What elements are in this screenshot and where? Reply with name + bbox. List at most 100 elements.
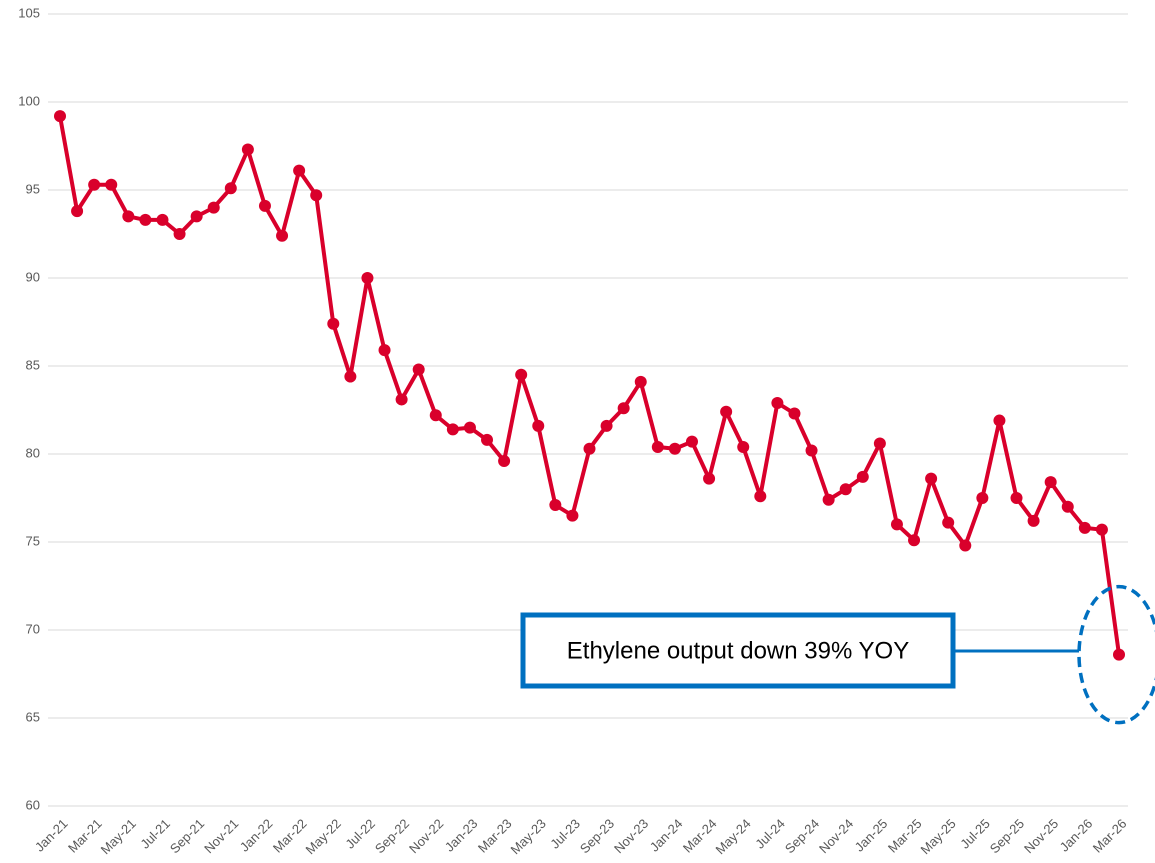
data-point xyxy=(856,470,869,483)
data-point xyxy=(344,370,357,383)
data-point xyxy=(241,143,254,156)
data-point xyxy=(617,402,630,415)
data-point xyxy=(173,228,186,240)
x-tick-label: Nov-21 xyxy=(201,816,241,856)
y-tick-label: 75 xyxy=(26,533,40,548)
data-point xyxy=(993,414,1006,427)
data-point xyxy=(378,344,391,357)
data-point xyxy=(685,435,698,448)
data-point xyxy=(532,419,545,432)
data-point xyxy=(549,499,562,512)
data-point xyxy=(429,409,442,422)
x-tick-label: Sep-25 xyxy=(987,816,1027,856)
x-tick-label: Sep-24 xyxy=(782,816,822,856)
y-tick-label: 70 xyxy=(26,621,40,636)
data-point xyxy=(976,492,989,504)
data-point xyxy=(190,210,203,223)
x-tick-label: May-25 xyxy=(917,816,958,857)
highlight-ellipse xyxy=(1077,584,1155,725)
data-point xyxy=(1078,521,1091,534)
x-tick-label: Jan-22 xyxy=(237,816,276,855)
data-point xyxy=(310,189,323,202)
x-tick-label: Mar-21 xyxy=(65,816,105,856)
data-point xyxy=(71,205,84,218)
data-point xyxy=(395,393,408,406)
data-point xyxy=(498,455,511,468)
data-point xyxy=(1095,523,1108,536)
annotation-text: Ethylene output down 39% YOY xyxy=(567,637,909,664)
y-tick-label: 100 xyxy=(18,93,40,108)
data-point xyxy=(224,182,237,195)
x-tick-label: Nov-23 xyxy=(611,816,651,856)
data-point xyxy=(822,493,835,506)
x-tick-label: Mar-25 xyxy=(885,816,925,856)
x-tick-label: May-24 xyxy=(713,816,754,857)
labels: 60 65 70 75 80 85 90 95 100 105 Jan-21Mar-21May-21… xyxy=(18,5,1129,857)
data-point xyxy=(105,178,118,191)
data-point xyxy=(566,509,579,522)
data-point xyxy=(1010,492,1023,504)
annotation-box xyxy=(520,612,956,689)
data-point xyxy=(668,442,681,455)
data-point xyxy=(481,433,494,446)
x-tick-label: May-22 xyxy=(303,816,344,857)
data-point xyxy=(293,164,306,177)
y-tick-label: 65 xyxy=(26,709,40,724)
data-point xyxy=(805,444,818,457)
data-point xyxy=(600,419,613,432)
x-tick-label: Mar-22 xyxy=(270,816,310,856)
data-point xyxy=(703,472,716,485)
marks xyxy=(54,110,1125,661)
data-point xyxy=(446,423,459,436)
y-tick-label: 60 xyxy=(26,797,40,812)
x-tick-label: Jan-21 xyxy=(32,816,71,855)
data-point xyxy=(890,518,903,531)
x-tick-label: Nov-24 xyxy=(816,816,856,856)
x-tick-label: Sep-21 xyxy=(167,816,207,856)
x-tick-label: May-21 xyxy=(98,816,139,857)
x-tick-label: Jan-26 xyxy=(1057,816,1096,855)
data-point xyxy=(1044,476,1057,489)
data-point xyxy=(412,363,425,376)
annotation: Ethylene output down 39% YOY xyxy=(520,584,1155,725)
data-point xyxy=(88,178,101,191)
data-point xyxy=(925,472,938,485)
data-point xyxy=(54,110,66,123)
data-point xyxy=(276,229,289,242)
data-point xyxy=(1061,500,1074,513)
x-tick-label: Mar-23 xyxy=(475,816,515,856)
y-tick-label: 95 xyxy=(26,181,40,196)
data-point xyxy=(839,483,852,496)
data-point xyxy=(942,516,955,529)
data-point xyxy=(258,199,271,212)
data-point xyxy=(754,490,767,503)
y-tick-label: 80 xyxy=(26,445,40,460)
x-tick-label: Mar-26 xyxy=(1090,816,1130,856)
y-tick-label: 90 xyxy=(26,269,40,284)
x-tick-label: Nov-22 xyxy=(406,816,446,856)
data-point xyxy=(139,213,152,226)
data-point xyxy=(651,440,664,453)
data-point xyxy=(873,437,886,450)
x-tick-label: Sep-22 xyxy=(372,816,412,856)
data-point xyxy=(463,421,476,434)
x-tick-label: Jan-24 xyxy=(647,816,686,855)
data-point xyxy=(959,539,972,552)
data-point xyxy=(122,210,135,223)
data-point xyxy=(1027,514,1040,527)
x-tick-label: Jan-25 xyxy=(852,816,891,855)
data-point xyxy=(156,213,169,226)
data-point xyxy=(1113,648,1125,661)
data-point xyxy=(207,201,220,214)
x-tick-label: Mar-24 xyxy=(680,816,720,856)
data-point xyxy=(788,407,801,420)
data-point xyxy=(737,440,750,453)
x-tick-label: Sep-23 xyxy=(577,816,617,856)
x-tick-label: May-23 xyxy=(508,816,549,857)
x-tick-label: Nov-25 xyxy=(1021,816,1061,856)
data-point xyxy=(327,317,340,330)
x-tick-label: Jan-23 xyxy=(442,816,481,855)
data-point xyxy=(908,534,921,547)
series-line xyxy=(58,115,1121,655)
